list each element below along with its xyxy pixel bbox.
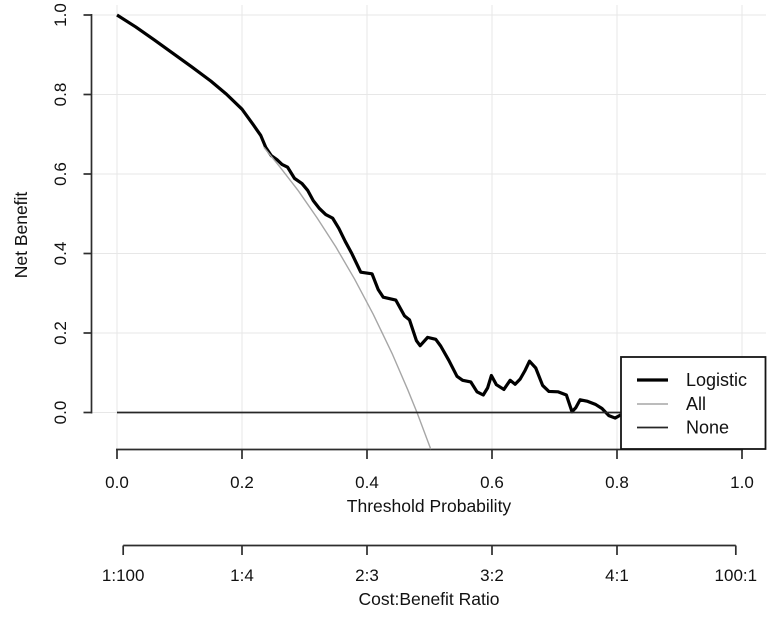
y-tick-label: 0.4: [51, 242, 70, 266]
legend-label-all: All: [686, 394, 706, 414]
x-tick-label: 0.8: [605, 473, 629, 492]
series-all-line: [263, 146, 432, 450]
legend-label-none: None: [686, 418, 729, 438]
y-tick-label: 0.6: [51, 162, 70, 186]
x-tick-label: 1.0: [730, 473, 754, 492]
x-axis-title: Threshold Probability: [347, 496, 512, 516]
y-tick-label: 0.8: [51, 83, 70, 107]
legend-box: [620, 356, 767, 450]
legend-label-logistic: Logistic: [686, 370, 747, 390]
cost-benefit-tick-label: 3:2: [480, 566, 504, 585]
chart-layer: 0.0 0.2 0.4 0.6 0.8 1.0 0.0 0.2 0.4 0.6 0.8 1.0 1:10…: [51, 3, 766, 585]
y-axis-title: Net Benefit: [11, 192, 31, 279]
legend-item-none: None: [637, 418, 729, 438]
legend-item-logistic: Logistic: [637, 370, 747, 390]
x-tick-label: 0.6: [480, 473, 504, 492]
cost-benefit-axis-title: Cost:Benefit Ratio: [358, 589, 499, 609]
legend: Logistic All None: [620, 356, 767, 450]
x-tick-label: 0.4: [355, 473, 379, 492]
y-tick-label: 0.2: [51, 321, 70, 345]
cost-benefit-tick-label: 1:4: [230, 566, 254, 585]
y-tick-label: 0.0: [51, 401, 70, 425]
cost-benefit-tick-label: 4:1: [605, 566, 629, 585]
series-logistic-line: [116, 13, 622, 420]
cost-benefit-tick-label: 1:100: [102, 566, 145, 585]
y-tick-label: 1.0: [51, 3, 70, 27]
x-tick-label: 0.2: [230, 473, 254, 492]
legend-item-all: All: [637, 394, 706, 414]
x-tick-label: 0.0: [105, 473, 129, 492]
cost-benefit-tick-label: 100:1: [715, 566, 758, 585]
cost-benefit-tick-label: 2:3: [355, 566, 379, 585]
